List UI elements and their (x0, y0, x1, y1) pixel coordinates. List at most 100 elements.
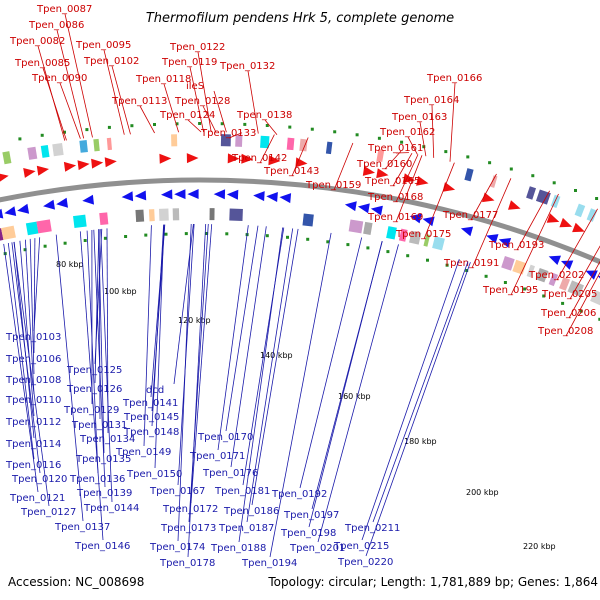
leader-line (384, 150, 402, 170)
rna-marker (445, 263, 449, 267)
forward-gene-label: Tpen_0085 (14, 58, 70, 69)
leader-line (372, 261, 469, 523)
cog-block-outer (52, 142, 64, 157)
leader-line (238, 227, 284, 543)
reverse-gene-label: Tpen_0139 (76, 488, 132, 499)
cog-block-outer (526, 186, 537, 200)
leader-line (299, 237, 363, 489)
leader-line (449, 82, 456, 162)
rna-marker (243, 122, 247, 126)
cog-block-inner (135, 209, 145, 223)
reverse-gene-label: Tpen_0141 (122, 398, 178, 409)
reverse-gene-label: Tpen_0176 (202, 468, 258, 479)
leader-line (64, 13, 93, 138)
reverse-gene-arrow (409, 213, 422, 224)
forward-gene-arrow (186, 153, 199, 164)
leader-line (259, 134, 275, 164)
leader-line (565, 271, 600, 337)
leader-line (59, 82, 81, 139)
rna-marker (310, 127, 314, 131)
rna-marker (366, 246, 370, 250)
reverse-gene-label: Tpen_0170 (197, 432, 253, 443)
reverse-gene-arrow (226, 189, 239, 200)
rna-marker (220, 122, 224, 126)
cog-block-outer (2, 151, 12, 165)
reverse-gene-label: Tpen_0145 (123, 412, 179, 423)
reverse-gene-label: Tpen_0112 (5, 417, 61, 428)
cog-block-inner (535, 267, 549, 283)
leader-line (56, 29, 85, 139)
reverse-gene-label: Tpen_0201 (289, 543, 345, 554)
reverse-gene-arrow (344, 201, 357, 212)
leader-line (19, 240, 35, 417)
reverse-gene-label: Tpen_0144 (83, 503, 139, 514)
reverse-gene-arrow (121, 191, 134, 202)
leader-line (423, 162, 455, 240)
rna-marker (531, 174, 535, 178)
forward-gene-label: Tpen_0138 (236, 110, 292, 121)
reverse-gene-arrow (43, 199, 55, 210)
reverse-gene-label: Tpen_0171 (189, 451, 245, 462)
forward-gene-label: Tpen_0082 (9, 36, 65, 47)
rna-marker (326, 240, 330, 244)
leader-line (264, 119, 278, 136)
cog-block-inner (73, 214, 87, 228)
reverse-gene-arrow (17, 203, 30, 214)
forward-gene-label: Tpen_0166 (426, 73, 482, 84)
reverse-gene-arrow (548, 255, 561, 265)
leader-line (154, 224, 165, 469)
forward-gene-label: Tpen_0119 (161, 57, 217, 68)
leader-line (202, 105, 217, 133)
rna-marker (466, 155, 470, 159)
reverse-gene-label: Tpen_0149 (115, 447, 171, 458)
leader-line (213, 90, 227, 133)
leader-line (98, 229, 105, 454)
reverse-gene-label: Tpen_0150 (126, 469, 182, 480)
cog-block-inner (512, 259, 527, 275)
forward-gene-label: Tpen_0206 (540, 308, 596, 319)
cog-block-outer (376, 149, 385, 162)
forward-gene-label: Tpen_0113 (111, 96, 167, 107)
rna-marker (265, 234, 269, 238)
reverse-gene-label: Tpen_0194 (241, 558, 297, 569)
cog-block-inner (0, 228, 4, 243)
leader-line (100, 229, 113, 503)
rna-marker (124, 235, 128, 238)
reverse-gene-arrow (187, 189, 199, 199)
leader-line (187, 119, 202, 133)
forward-gene-label: Tpen_0162 (379, 127, 435, 138)
forward-gene-label: Tpen_0205 (541, 289, 597, 300)
kbp-tick-label: 200 kbp (466, 488, 499, 497)
leader-line (228, 132, 243, 139)
reverse-gene-label: Tpen_0167 (149, 486, 205, 497)
leader-line (556, 208, 598, 281)
rna-marker (595, 197, 599, 200)
reverse-gene-label: Tpen_0120 (11, 474, 67, 485)
cog-block-outer (286, 137, 295, 151)
cog-block-outer (40, 144, 50, 158)
leader-line (471, 178, 512, 269)
cog-block-inner (559, 276, 571, 291)
reverse-gene-label: Tpen_0116 (5, 460, 61, 471)
rna-marker (85, 128, 89, 132)
forward-gene-arrow (0, 173, 9, 182)
rna-marker (43, 244, 47, 248)
rna-marker (40, 133, 44, 137)
rna-marker (205, 232, 209, 235)
rna-marker (23, 248, 27, 252)
forward-gene-label: Tpen_0193 (488, 240, 544, 251)
kbp-tick-label: 160 kbp (338, 392, 371, 401)
cog-block-inner (302, 213, 314, 227)
rna-marker (598, 317, 600, 321)
kbp-tick-label: 180 kbp (404, 437, 437, 446)
forward-gene-arrow (508, 200, 521, 210)
leader-line (470, 173, 497, 221)
forward-gene-label: ileS (186, 81, 204, 92)
reverse-gene-label: Tpen_0146 (74, 541, 130, 552)
cog-block-outer (93, 138, 100, 152)
kbp-scale: 80 kbp 100 kbp 120 kbp 140 kbp 160 kbp 180 kb… (56, 260, 556, 551)
reverse-gene-arrow (561, 260, 574, 270)
cog-block-inner (548, 272, 559, 287)
rna-marker (83, 239, 87, 242)
rna-marker (144, 233, 148, 237)
